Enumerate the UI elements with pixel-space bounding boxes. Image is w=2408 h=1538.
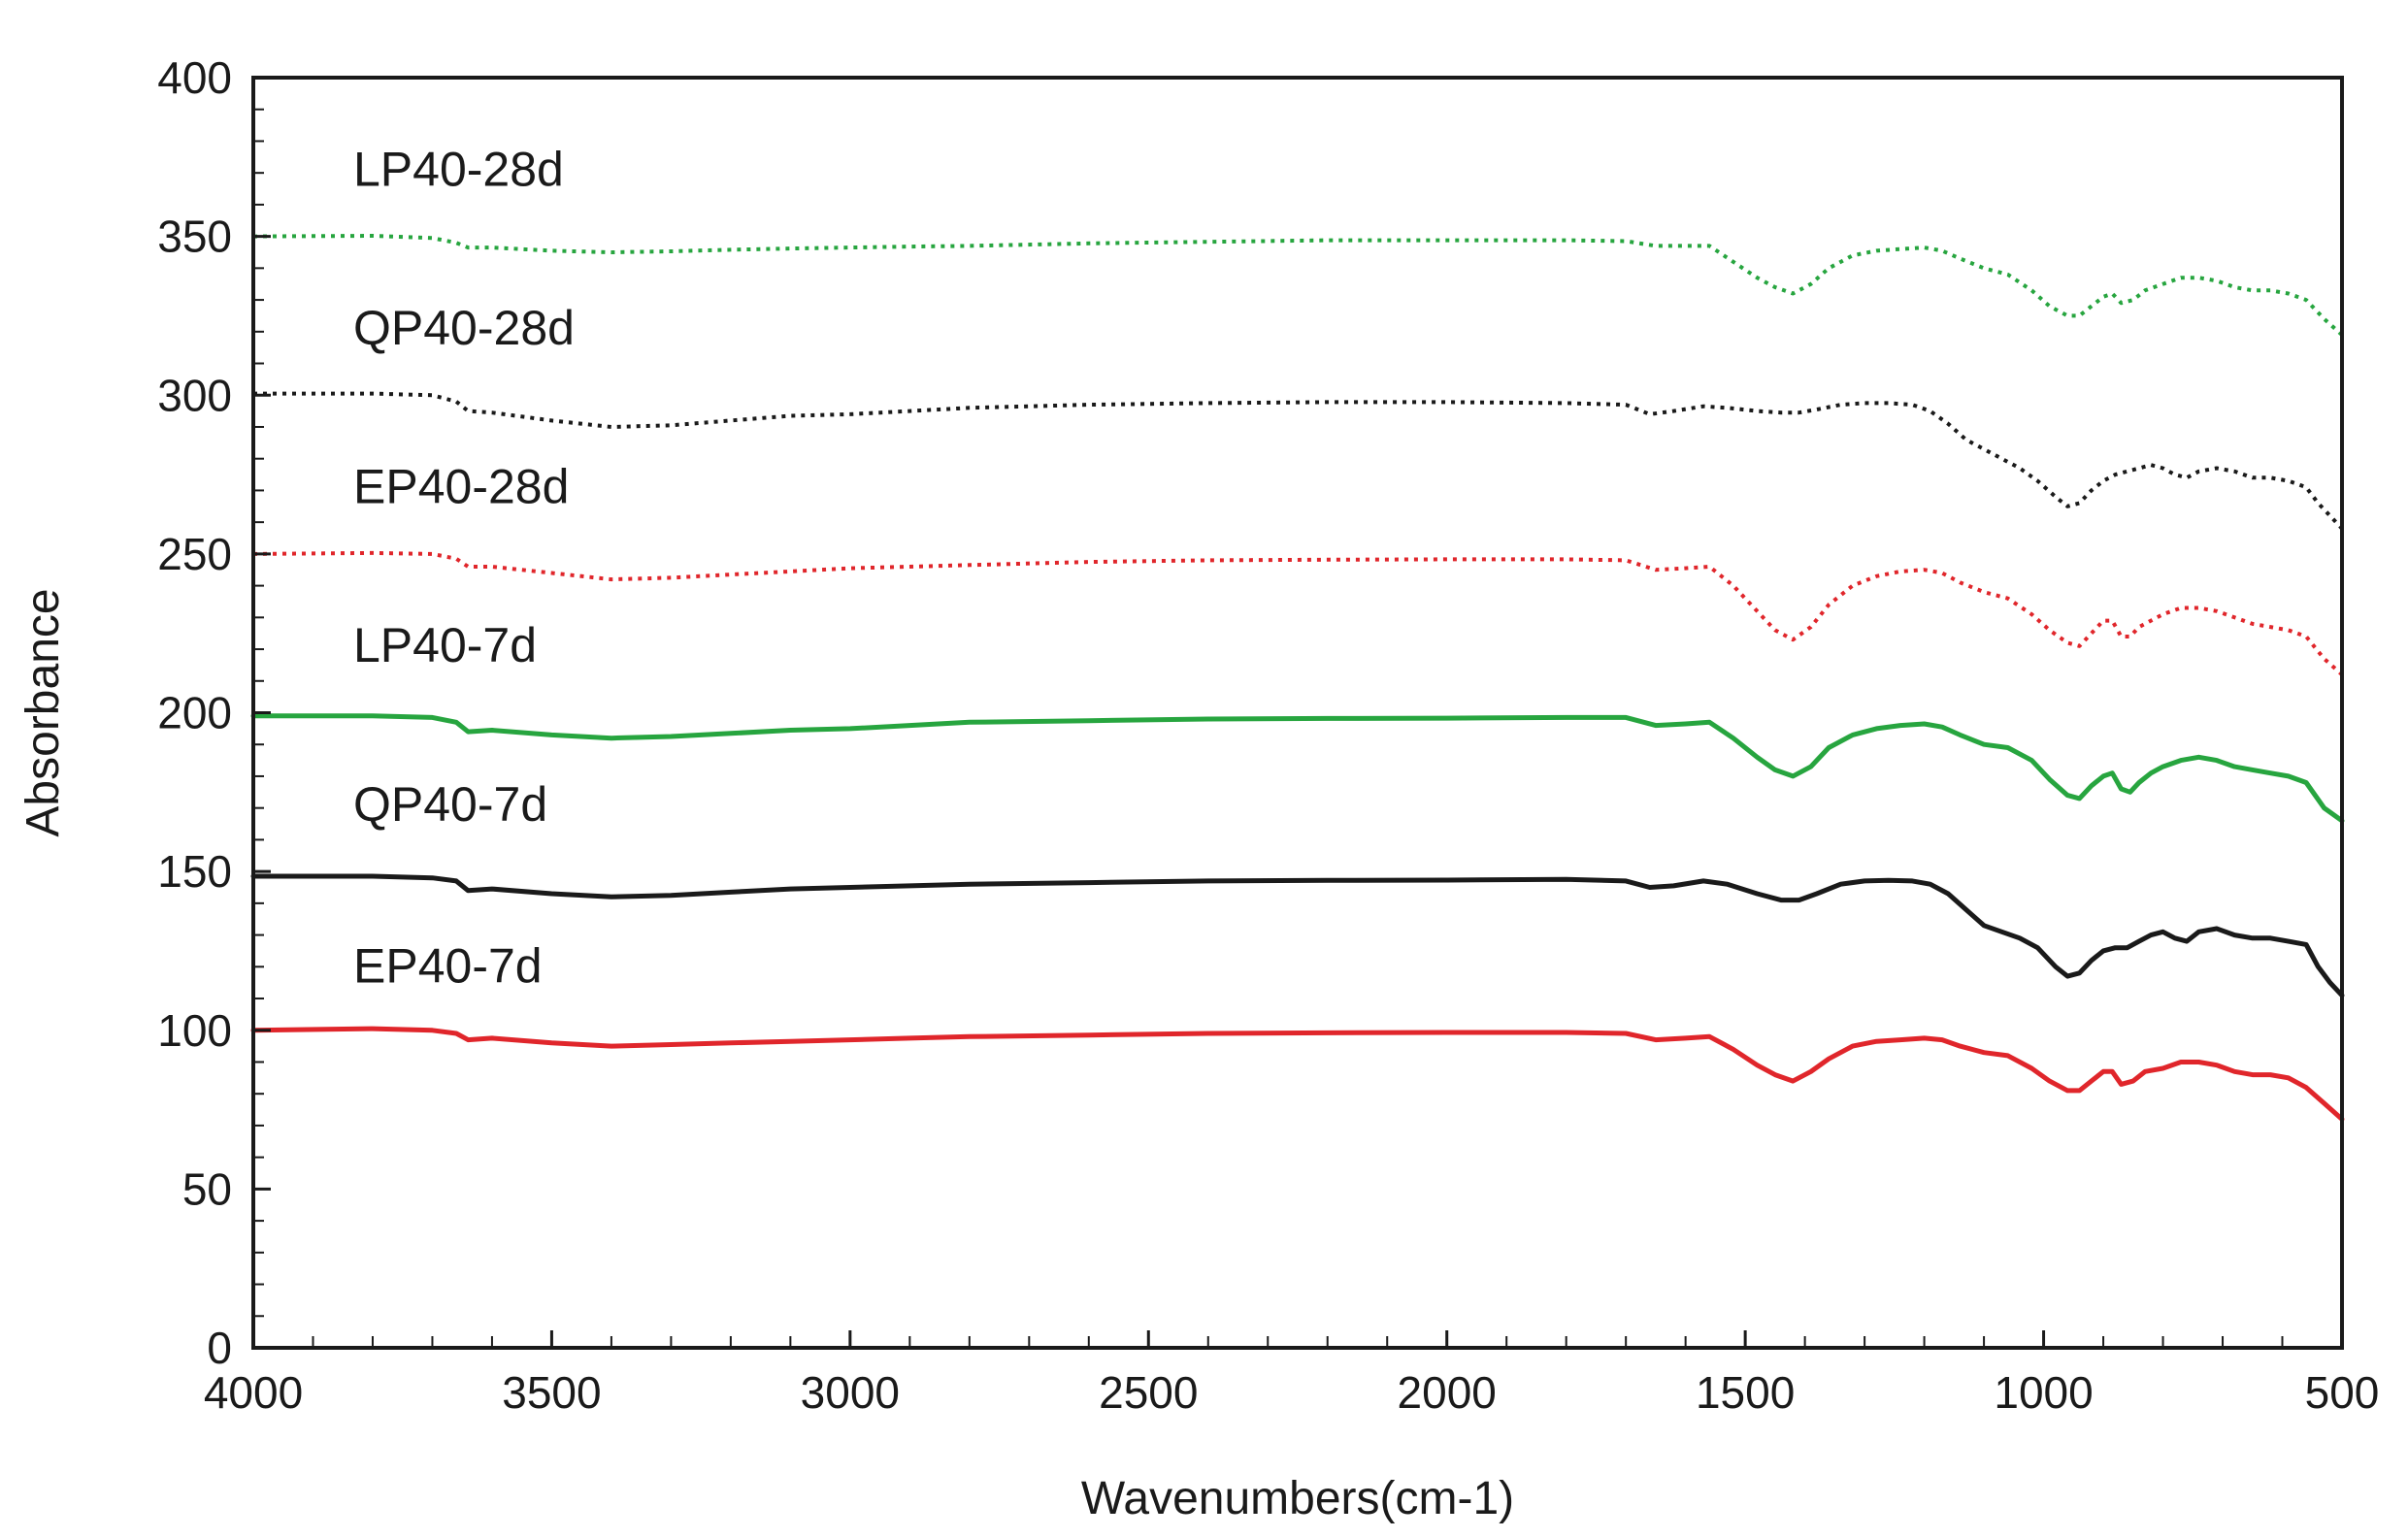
series-labels: EP40-7d QP40-7d LP40-7d EP40-28d QP40-28d LP4… [353,142,575,993]
series-label-lp40-28d: LP40-28d [353,142,564,196]
y-axis-title: Absorbance [17,588,69,836]
plot-area-frame [251,76,2344,1350]
x-axis-title: Wavenumbers(cm-1) [1081,1473,1514,1524]
x-tick-label: 2000 [1398,1367,1497,1418]
x-tick-label: 3000 [801,1367,900,1418]
series-label-ep40-28d: EP40-28d [353,460,569,514]
x-tick-label: 2500 [1099,1367,1198,1418]
x-tick-label: 1500 [1696,1367,1795,1418]
tick-labels: 0 50 100 150 200 250 300 350 400 4000 3500 3000 2500… [157,52,2379,1418]
series-line-qp40-7d [250,873,2345,998]
y-tick-label: 150 [157,846,232,897]
y-tick-label: 300 [157,370,232,420]
series-line-ep40-28d [252,550,2344,676]
series-label-ep40-7d: EP40-7d [353,939,543,994]
series-layer [250,234,2345,1122]
axis-ticks [251,76,2344,1350]
y-tick-label: 100 [157,1005,232,1056]
series-line-lp40-7d [250,713,2345,824]
y-tick-label: 200 [157,688,232,738]
y-tick-label: 400 [157,52,232,103]
series-label-qp40-7d: QP40-7d [353,777,547,832]
x-tick-label: 500 [2305,1367,2380,1418]
y-tick-label: 350 [157,212,232,262]
series-line-lp40-28d [252,234,2344,337]
x-tick-label: 3500 [502,1367,601,1418]
series-line-ep40-7d [250,1026,2345,1122]
y-tick-label: 0 [207,1323,232,1373]
x-tick-label: 1000 [1994,1367,2093,1418]
x-tick-label: 4000 [204,1367,303,1418]
y-tick-label: 250 [157,529,232,579]
series-label-lp40-7d: LP40-7d [353,618,537,672]
y-tick-label: 50 [182,1163,232,1214]
series-label-qp40-28d: QP40-28d [353,301,575,355]
